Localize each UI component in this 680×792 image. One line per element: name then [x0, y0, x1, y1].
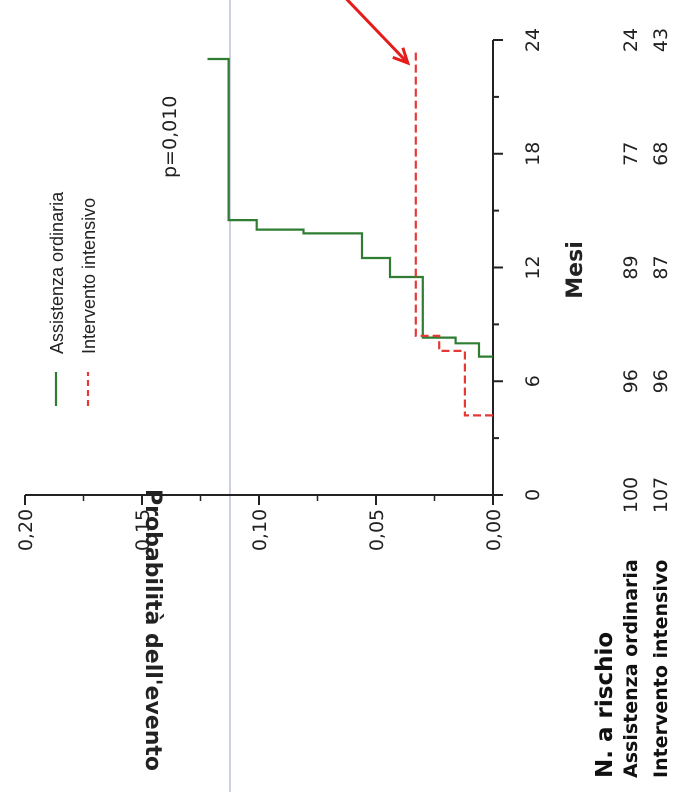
risk-value: 87 — [650, 255, 672, 279]
y-tick-label: 0,15 — [132, 509, 154, 551]
risk-value: 107 — [650, 477, 672, 513]
risk-value: 77 — [620, 142, 642, 166]
y-axis-title: Probabilità dell'evento — [140, 489, 165, 771]
risk-values: 100 96 89 77 24 107 96 87 68 43 — [620, 28, 672, 513]
x-tick-label: 0 — [522, 489, 544, 501]
risk-value: 24 — [620, 28, 642, 52]
y-tick-label: 0,00 — [483, 509, 505, 551]
risk-value: 100 — [620, 477, 642, 513]
y-tick-label: 0,20 — [15, 509, 37, 551]
risk-value: 96 — [620, 369, 642, 393]
risk-value: 43 — [650, 28, 672, 52]
y-tick-label: 0,10 — [249, 509, 271, 551]
risk-value: 96 — [650, 369, 672, 393]
series-line-intervento-intensivo — [414, 49, 493, 417]
x-tick-label: 12 — [522, 255, 544, 279]
arrow-shaft — [345, 0, 409, 64]
arrow-head — [392, 47, 411, 66]
legend: Assistenza ordinaria Intervento intensivo — [47, 191, 99, 406]
x-axis-title: Mesi — [563, 241, 588, 298]
legend-label: Assistenza ordinaria — [47, 191, 67, 354]
red-arrow-indicator — [345, 0, 411, 66]
risk-row-label-intervento: Intervento intensivo — [650, 560, 672, 778]
x-tick-label: 6 — [522, 375, 544, 387]
risk-value: 68 — [650, 142, 672, 166]
p-value-annotation: p=0,010 — [159, 96, 181, 178]
risk-row-label-assistenza: Assistenza ordinaria — [620, 559, 642, 778]
axes: 0 6 12 18 24 0,00 0,05 0,10 0,15 0,20 — [15, 28, 544, 551]
risk-table-title: N. a rischio — [592, 632, 618, 778]
x-tick-label: 18 — [522, 142, 544, 166]
y-ticks: 0,00 0,05 0,10 0,15 0,20 — [15, 495, 505, 551]
x-tick-label: 24 — [522, 28, 544, 52]
series-layer — [207, 49, 493, 417]
risk-value: 89 — [620, 255, 642, 279]
series-line-assistenza-ordinaria — [207, 57, 493, 358]
x-ticks: 0 6 12 18 24 — [493, 28, 544, 501]
risk-table: N. a rischio Assistenza ordinaria Interv… — [592, 28, 672, 778]
legend-label: Intervento intensivo — [79, 198, 99, 354]
y-tick-label: 0,05 — [366, 509, 388, 551]
